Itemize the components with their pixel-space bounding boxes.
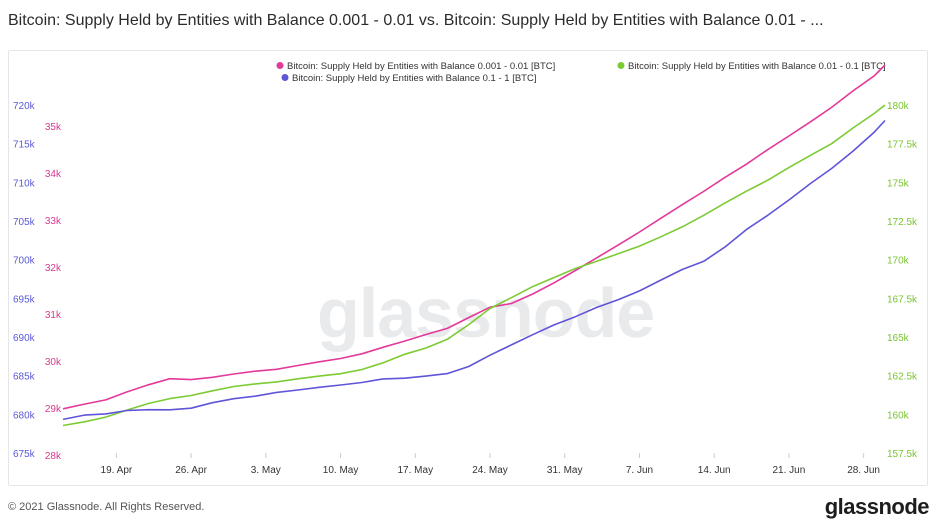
right-axis-green-tick-label: 177.5k bbox=[887, 140, 918, 151]
x-tick-label: 19. Apr bbox=[101, 465, 133, 476]
left-axis-purple-tick-label: 720k bbox=[13, 101, 36, 112]
right-axis-green-tick-label: 180k bbox=[887, 101, 910, 112]
left-axis-pink: 28k 29k 30k 31k 32k 33k 34k 35k bbox=[45, 122, 62, 462]
legend-marker-1 bbox=[276, 62, 284, 69]
x-axis: 19. Apr 26. Apr 3. May 10. May 17. May 24. Ma… bbox=[101, 453, 880, 476]
left-axis-purple-tick-label: 695k bbox=[13, 294, 36, 305]
left-axis-purple-tick-label: 700k bbox=[13, 256, 36, 267]
left-axis-pink-tick-label: 30k bbox=[45, 357, 62, 368]
left-axis-pink-tick-label: 32k bbox=[45, 263, 62, 274]
footer-copyright: © 2021 Glassnode. All Rights Reserved. bbox=[8, 501, 205, 513]
x-tick-label: 28. Jun bbox=[847, 465, 880, 476]
x-tick-label: 14. Jun bbox=[698, 465, 731, 476]
chart-panel: glassnode Bitcoin: Supply Held by Entiti… bbox=[8, 50, 928, 486]
right-axis-green-tick-label: 167.5k bbox=[887, 294, 918, 305]
right-axis-green-tick-label: 172.5k bbox=[887, 217, 918, 228]
series-line-2 bbox=[62, 104, 886, 427]
right-axis-green-tick-label: 165k bbox=[887, 333, 910, 344]
footer-logo[interactable]: glassnode bbox=[824, 494, 930, 519]
x-tick-label: 24. May bbox=[472, 465, 508, 476]
left-axis-purple-tick-label: 685k bbox=[13, 372, 36, 383]
right-axis-green-tick-label: 162.5k bbox=[887, 372, 918, 383]
line-chart: Bitcoin: Supply Held by Entities with Ba… bbox=[13, 61, 918, 476]
right-axis-green-tick-label: 170k bbox=[887, 256, 910, 267]
legend-marker-3 bbox=[281, 74, 289, 81]
left-axis-purple-tick-label: 680k bbox=[13, 410, 36, 421]
left-axis-purple-tick-label: 705k bbox=[13, 217, 36, 228]
left-axis-pink-tick-label: 29k bbox=[45, 404, 62, 415]
left-axis-pink-tick-label: 34k bbox=[45, 169, 62, 180]
right-axis-green: 157.5k 160k 162.5k 165k 167.5k 170k 172.5k 175k… bbox=[887, 101, 918, 460]
left-axis-pink-tick-label: 35k bbox=[45, 122, 62, 133]
x-tick-label: 31. May bbox=[547, 465, 583, 476]
x-tick-label: 7. Jun bbox=[626, 465, 653, 476]
watermark-logo: glassnode bbox=[317, 274, 655, 352]
legend-label-1[interactable]: Bitcoin: Supply Held by Entities with Ba… bbox=[287, 61, 555, 72]
left-axis-purple-tick-label: 675k bbox=[13, 449, 36, 460]
x-tick-label: 17. May bbox=[398, 465, 434, 476]
legend-marker-2 bbox=[617, 62, 625, 69]
left-axis-pink-tick-label: 28k bbox=[45, 451, 62, 462]
legend-label-2[interactable]: Bitcoin: Supply Held by Entities with Ba… bbox=[628, 61, 886, 72]
x-tick-label: 26. Apr bbox=[175, 465, 207, 476]
x-tick-label: 10. May bbox=[323, 465, 359, 476]
left-axis-purple: 675k 680k 685k 690k 695k 700k 705k 710k 715k 720k bbox=[13, 101, 36, 460]
right-axis-green-tick-label: 157.5k bbox=[887, 449, 918, 460]
left-axis-purple-tick-label: 710k bbox=[13, 178, 36, 189]
x-tick-label: 3. May bbox=[251, 465, 281, 476]
left-axis-pink-tick-label: 31k bbox=[45, 310, 62, 321]
left-axis-purple-tick-label: 690k bbox=[13, 333, 36, 344]
series-line-3 bbox=[62, 119, 886, 421]
legend-label-3[interactable]: Bitcoin: Supply Held by Entities with Ba… bbox=[292, 73, 536, 84]
x-tick-label: 21. Jun bbox=[772, 465, 805, 476]
left-axis-pink-tick-label: 33k bbox=[45, 216, 62, 227]
chart-title: Bitcoin: Supply Held by Entities with Ba… bbox=[8, 12, 824, 29]
series-lines bbox=[62, 64, 886, 427]
right-axis-green-tick-label: 160k bbox=[887, 410, 910, 421]
left-axis-purple-tick-label: 715k bbox=[13, 140, 36, 151]
series-line-1 bbox=[62, 64, 886, 410]
chart-legend: Bitcoin: Supply Held by Entities with Ba… bbox=[276, 61, 886, 84]
right-axis-green-tick-label: 175k bbox=[887, 178, 910, 189]
